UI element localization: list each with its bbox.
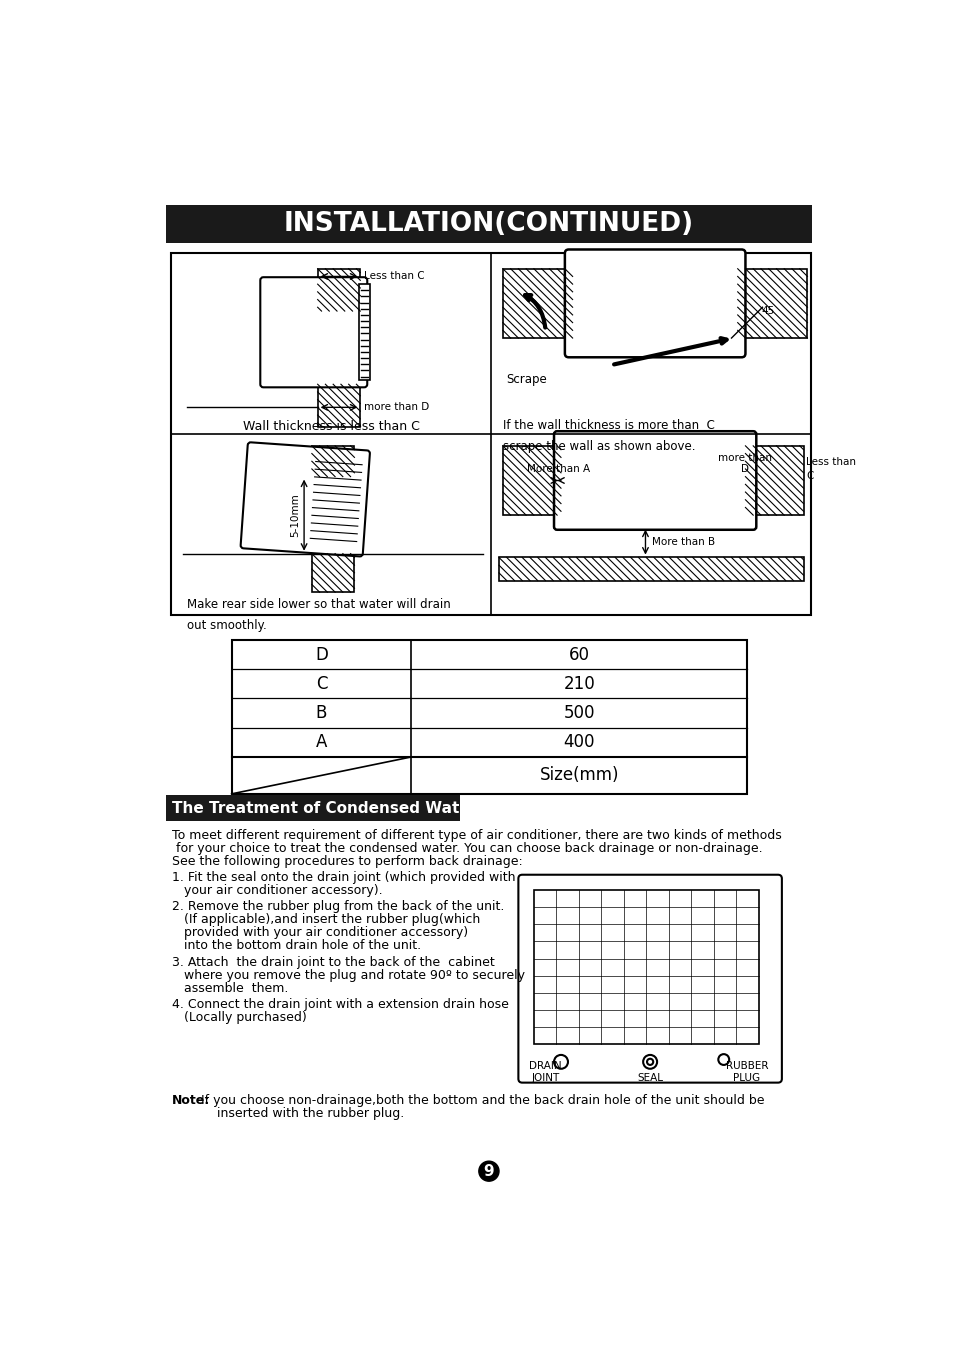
FancyBboxPatch shape — [517, 875, 781, 1083]
Text: 3. Attach  the drain joint to the back of the  cabinet: 3. Attach the drain joint to the back of… — [172, 956, 495, 968]
Text: The Treatment of Condensed Water: The Treatment of Condensed Water — [172, 800, 476, 815]
Text: 400: 400 — [563, 734, 595, 751]
Text: Scrape: Scrape — [506, 372, 547, 386]
Bar — [744, 445, 802, 515]
FancyBboxPatch shape — [564, 249, 744, 357]
Text: Less than C: Less than C — [364, 271, 424, 282]
Text: 500: 500 — [563, 704, 595, 722]
Bar — [312, 445, 355, 477]
Bar — [502, 268, 572, 338]
Text: B: B — [315, 704, 327, 722]
Text: 45: 45 — [760, 306, 774, 315]
Text: To meet different requirement of different type of air conditioner, there are tw: To meet different requirement of differe… — [172, 829, 781, 842]
Text: D: D — [314, 646, 328, 663]
Text: provided with your air conditioner accessory): provided with your air conditioner acces… — [172, 926, 468, 940]
Text: Note:: Note: — [172, 1094, 210, 1108]
Text: SEAL: SEAL — [637, 1072, 662, 1083]
Text: your air conditioner accessory).: your air conditioner accessory). — [172, 884, 382, 896]
Text: Size(mm): Size(mm) — [538, 766, 618, 784]
Bar — [358, 284, 370, 380]
Bar — [534, 890, 758, 1044]
Text: into the bottom drain hole of the unit.: into the bottom drain hole of the unit. — [172, 940, 420, 952]
Text: Make rear side lower so that water will drain
out smoothly.: Make rear side lower so that water will … — [187, 598, 450, 632]
Bar — [317, 268, 360, 311]
Text: more than D: more than D — [364, 402, 429, 413]
Text: for your choice to treat the condensed water. You can choose back drainage or no: for your choice to treat the condensed w… — [172, 842, 761, 854]
FancyBboxPatch shape — [260, 278, 367, 387]
Text: More than B: More than B — [651, 538, 714, 547]
Text: 5-10mm: 5-10mm — [290, 493, 300, 538]
Text: more than
D: more than D — [718, 452, 772, 474]
Text: 1. Fit the seal onto the drain joint (which provided with: 1. Fit the seal onto the drain joint (wh… — [172, 871, 515, 884]
Text: RUBBER
PLUG: RUBBER PLUG — [725, 1062, 767, 1083]
Text: INSTALLATION(CONTINUED): INSTALLATION(CONTINUED) — [284, 211, 693, 237]
Text: See the following procedures to perform back drainage:: See the following procedures to perform … — [172, 854, 522, 868]
Text: assemble  them.: assemble them. — [172, 982, 288, 995]
Text: (If applicable),and insert the rubber plug(which: (If applicable),and insert the rubber pl… — [172, 913, 479, 926]
Text: C: C — [315, 674, 327, 693]
Text: 9: 9 — [483, 1163, 494, 1179]
Text: 2. Remove the rubber plug from the back of the unit.: 2. Remove the rubber plug from the back … — [172, 900, 504, 913]
Bar — [498, 558, 802, 581]
Text: If the wall thickness is more than  C
scrape the wall as shown above.: If the wall thickness is more than C scr… — [502, 418, 714, 452]
Text: DRAIN
JOINT: DRAIN JOINT — [529, 1062, 561, 1083]
Text: 60: 60 — [568, 646, 589, 663]
Text: Less than
C: Less than C — [805, 458, 855, 481]
Bar — [171, 253, 810, 615]
Bar — [737, 268, 806, 338]
Text: inserted with the rubber plug.: inserted with the rubber plug. — [216, 1108, 404, 1120]
FancyBboxPatch shape — [554, 431, 756, 529]
Circle shape — [478, 1162, 498, 1181]
Text: If you choose non-drainage,both the bottom and the back drain hole of the unit s: If you choose non-drainage,both the bott… — [201, 1094, 764, 1108]
Text: (Locally purchased): (Locally purchased) — [172, 1011, 306, 1024]
Text: More than A: More than A — [527, 464, 590, 474]
Text: 210: 210 — [563, 674, 595, 693]
Bar — [502, 445, 560, 515]
Text: where you remove the plug and rotate 90º to securely: where you remove the plug and rotate 90º… — [172, 968, 524, 982]
Bar — [166, 204, 811, 244]
Text: A: A — [315, 734, 327, 751]
Bar — [166, 795, 459, 821]
Bar — [312, 554, 355, 592]
Text: 4. Connect the drain joint with a extension drain hose: 4. Connect the drain joint with a extens… — [172, 998, 508, 1011]
Text: Wall thickness is less than C: Wall thickness is less than C — [242, 421, 419, 433]
Bar — [232, 640, 746, 793]
FancyBboxPatch shape — [240, 443, 370, 556]
Bar — [317, 385, 360, 427]
